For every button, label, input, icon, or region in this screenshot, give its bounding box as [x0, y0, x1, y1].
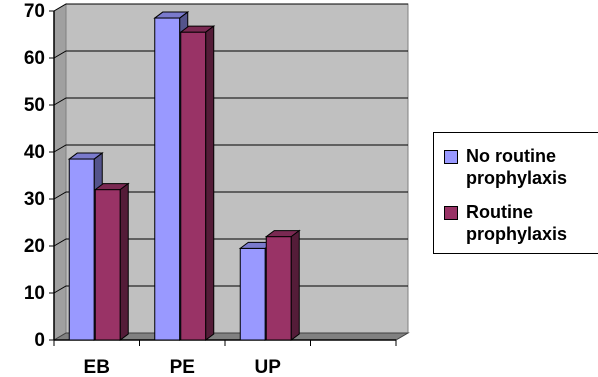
legend-label-no-routine: No routine prophylaxis	[466, 146, 568, 188]
legend-swatch-no-routine	[444, 150, 458, 164]
bar-front	[180, 31, 207, 341]
bar	[93, 182, 130, 341]
bar	[179, 25, 216, 341]
x-tick-label: UP	[255, 357, 282, 377]
bar-front	[94, 189, 121, 341]
y-tick-label: 10	[24, 283, 45, 304]
y-tick-label: 70	[24, 1, 45, 22]
gridline	[53, 3, 408, 12]
bar-front	[265, 236, 292, 341]
bar-front	[68, 158, 95, 341]
gridline	[53, 191, 408, 200]
gridline	[53, 97, 408, 106]
bars	[67, 11, 301, 341]
legend-item-routine: Routine prophylaxis	[444, 201, 598, 245]
bar-side	[290, 229, 300, 341]
y-tick-label: 0	[34, 330, 45, 351]
bar-side	[119, 182, 129, 341]
y-tick-label: 40	[24, 142, 45, 163]
y-tick-label: 50	[24, 95, 45, 116]
legend-item-no-routine: No routine prophylaxis	[444, 145, 598, 189]
bar-front	[239, 247, 266, 341]
gridline	[53, 144, 408, 153]
x-tick-label: EB	[84, 357, 110, 377]
gridline	[53, 50, 408, 59]
bar	[264, 229, 301, 341]
y-tick-label: 30	[24, 189, 45, 210]
bar-front	[154, 17, 181, 341]
y-tick-label: 20	[24, 236, 45, 257]
bar-side	[205, 25, 215, 341]
y-tick-label: 60	[24, 48, 45, 69]
legend: No routine prophylaxis Routine prophylax…	[433, 132, 598, 254]
tick-labels: 0 10 20 30 40 50 60 70 EB PE UP	[24, 1, 281, 377]
x-tick-label: PE	[170, 357, 195, 377]
legend-swatch-routine	[444, 206, 458, 220]
legend-label-routine: Routine prophylaxis	[466, 202, 568, 244]
